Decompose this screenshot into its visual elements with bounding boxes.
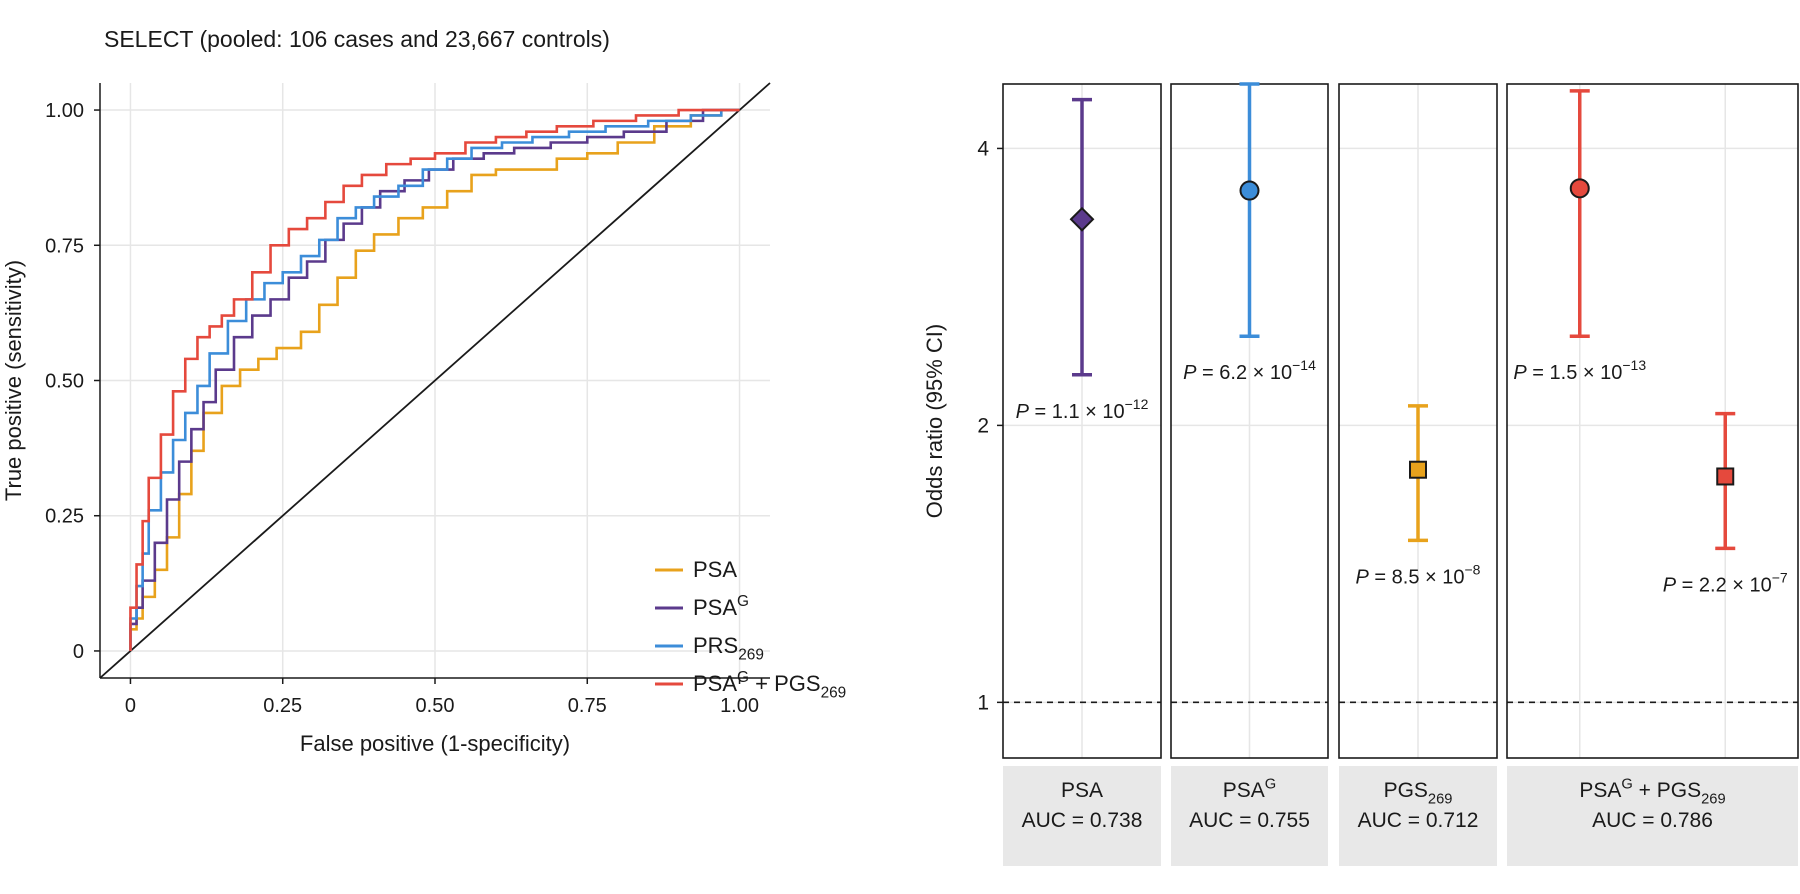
roc-curve-psa: [129, 108, 740, 651]
x-tick-label: 0: [125, 695, 136, 717]
p-exp: −13: [1622, 357, 1646, 373]
label-tail-sub: 269: [1701, 791, 1726, 807]
forest-y-tick-label: 4: [977, 137, 989, 160]
label-base: PSA: [1061, 779, 1103, 802]
legend-label: PSAG + PGS269: [693, 669, 846, 701]
label-sub: 269: [1428, 791, 1453, 807]
p-letter: P: [1663, 574, 1677, 596]
p-exp: −8: [1465, 561, 1481, 577]
x-tick-label: 1.00: [720, 695, 759, 717]
roc-curve-psag-pgs269: [129, 108, 740, 651]
legend-label: PSAG: [693, 593, 749, 620]
legend-label: PRS269: [693, 633, 764, 664]
label-sup: G: [737, 669, 749, 686]
label-base: PSA: [693, 557, 737, 582]
p-value-label: P = 1.1 × 10−12: [1016, 396, 1149, 423]
x-tick-label: 0.50: [416, 695, 455, 717]
odds-ratio-point: [1716, 467, 1735, 486]
p-exp: −14: [1292, 357, 1316, 373]
panel-label-box: [1003, 766, 1161, 866]
panel-name: PGS269: [1384, 779, 1453, 807]
p-coef: = 1.5 × 10: [1527, 362, 1623, 384]
roc-curve-psag: [129, 108, 740, 651]
label-base: PSA: [1223, 779, 1265, 802]
odds-ratio-point: [1069, 206, 1095, 232]
p-coef: = 8.5 × 10: [1369, 566, 1465, 588]
forest-panel-psag-pgs269: [1506, 83, 1799, 759]
label-base: PSA: [693, 595, 737, 620]
y-tick-label: 0.50: [45, 371, 84, 393]
label-sup: G: [737, 593, 749, 610]
chart-title: SELECT (pooled: 106 cases and 23,667 con…: [104, 26, 610, 52]
label-tail-sub: 269: [821, 685, 847, 702]
p-letter: P: [1513, 362, 1527, 384]
label-base: PRS: [693, 633, 738, 658]
panel-auc: AUC = 0.712: [1358, 809, 1479, 832]
forest-panel-psa: [1002, 83, 1162, 759]
y-tick-label: 0.75: [45, 235, 84, 257]
y-tick-label: 0: [73, 641, 84, 663]
panel-name: PSAG + PGS269: [1579, 777, 1725, 808]
diagonal-reference-line: [99, 82, 771, 679]
x-axis-label: False positive (1-specificity): [300, 731, 570, 756]
label-tail: + PGS: [749, 671, 821, 696]
panel-label-box: [1171, 766, 1328, 866]
p-exp: −7: [1772, 569, 1788, 585]
panel-auc: AUC = 0.786: [1592, 809, 1713, 832]
x-tick-label: 0.75: [568, 695, 607, 717]
odds-ratio-point: [1569, 178, 1590, 199]
label-base: PGS: [1384, 779, 1428, 802]
panel-name: PSA: [1061, 779, 1103, 802]
p-coef: = 6.2 × 10: [1196, 362, 1292, 384]
p-letter: P: [1356, 566, 1370, 588]
p-exp: −12: [1125, 396, 1149, 412]
forest-y-tick-label: 1: [977, 691, 989, 714]
p-value-label: P = 2.2 × 10−7: [1663, 569, 1788, 596]
label-sup: G: [1265, 777, 1276, 793]
y-tick-label: 1.00: [45, 100, 84, 122]
panel-label-box: [1339, 766, 1497, 866]
panel-auc: AUC = 0.755: [1189, 809, 1310, 832]
label-base: PSA: [1579, 779, 1621, 802]
label-tail: + PGS: [1633, 779, 1701, 802]
x-tick-label: 0.25: [263, 695, 302, 717]
panel-label-box: [1507, 766, 1798, 866]
odds-ratio-point: [1409, 460, 1427, 479]
p-value-label: P = 6.2 × 10−14: [1183, 357, 1316, 384]
y-tick-label: 0.25: [45, 506, 84, 528]
forest-panel-pgs269: [1338, 83, 1498, 759]
panel-auc: AUC = 0.738: [1022, 809, 1143, 832]
p-letter: P: [1016, 401, 1030, 423]
panel-name: PSAG: [1223, 777, 1276, 802]
forest-y-tick-label: 2: [977, 414, 989, 437]
p-coef: = 1.1 × 10: [1029, 401, 1125, 423]
label-base: PSA: [693, 671, 737, 696]
label-sub: 269: [738, 647, 764, 664]
label-sup: G: [1621, 777, 1632, 793]
p-coef: = 2.2 × 10: [1676, 574, 1772, 596]
y-axis-label: True positive (sensitivity): [1, 260, 26, 501]
p-value-label: P = 1.5 × 10−13: [1513, 357, 1646, 384]
forest-y-axis-label: Odds ratio (95% CI): [922, 324, 947, 518]
odds-ratio-point: [1239, 180, 1260, 201]
roc-curve-prs269: [129, 108, 740, 651]
p-letter: P: [1183, 362, 1197, 384]
legend-label: PSA: [693, 557, 737, 582]
p-value-label: P = 8.5 × 10−8: [1356, 561, 1481, 588]
